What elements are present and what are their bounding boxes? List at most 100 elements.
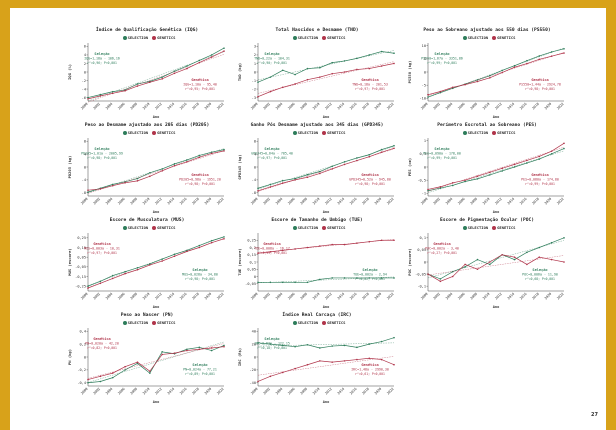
data-point [476, 80, 479, 83]
data-point [331, 243, 333, 246]
series-line [87, 346, 225, 380]
data-point [173, 72, 176, 75]
data-point [161, 78, 163, 80]
y-tick-label: -8 [252, 191, 256, 195]
x-tick-label: 2014 [507, 292, 516, 301]
data-point [550, 55, 553, 57]
data-point [513, 166, 516, 168]
y-tick-label: -0,05 [245, 282, 256, 286]
data-point [356, 358, 358, 361]
y-tick-label: -8 [82, 191, 86, 195]
data-point [210, 151, 213, 153]
annotation-stats: r²=0,82; P<0,001 [355, 277, 385, 281]
y-axis-label: TUE (escore) [237, 248, 242, 275]
x-tick-label: 2002 [92, 102, 101, 111]
y-tick-label: 2 [254, 53, 256, 57]
data-point [526, 162, 528, 164]
legend-label: GENETICS [497, 225, 516, 230]
data-point [281, 249, 284, 252]
data-point [111, 277, 114, 280]
legend-label: SELECTION [297, 130, 319, 135]
annotation-stats: r²=0,99; P<0,001 [427, 61, 457, 65]
y-tick-label: 0 [424, 165, 426, 169]
data-point [161, 170, 163, 172]
data-point [451, 86, 454, 89]
series-line [427, 52, 565, 96]
data-point [306, 176, 309, 179]
x-tick-label: 2012 [154, 197, 163, 206]
x-tick-label: 2006 [457, 102, 466, 111]
annotation-equation: PN=0,024a - 77,21 [183, 368, 217, 372]
data-point [149, 370, 151, 372]
axis-line [257, 233, 394, 292]
y-tick-label: 6 [84, 45, 86, 49]
data-point [331, 61, 333, 64]
x-tick-label: 2020 [544, 197, 553, 206]
data-point [356, 57, 358, 60]
data-point [427, 96, 429, 98]
x-tick-label: 2020 [204, 197, 213, 206]
legend-swatch [492, 131, 497, 135]
data-point [538, 55, 541, 57]
y-axis-label: POC (escore) [407, 248, 412, 275]
x-tick-label: 2012 [154, 292, 163, 301]
x-tick-label: 2008 [130, 292, 139, 301]
x-tick-label: 2006 [457, 292, 466, 301]
data-point [281, 69, 284, 72]
x-tick-label: 2004 [275, 197, 284, 206]
legend-swatch [122, 131, 127, 135]
x-axis-label: Ano [323, 400, 330, 404]
x-tick-label: 2000 [80, 197, 89, 206]
annotation-stats: r²=0,18; P<0,001 [257, 346, 287, 350]
x-tick-label: 2002 [92, 387, 101, 396]
data-point [173, 352, 176, 354]
data-point [136, 83, 139, 85]
annotation-equation: PD205=1,01a - 2005,99 [81, 152, 123, 156]
x-tick-label: 2022 [216, 387, 225, 396]
x-tick-label: 2014 [167, 102, 176, 111]
data-point [306, 173, 309, 176]
x-tick-label: 2012 [324, 387, 333, 396]
legend-label: GENETICS [327, 320, 346, 325]
chart-legend: SELECTION GENETICS [406, 35, 568, 40]
x-tick-label: 2012 [324, 197, 333, 206]
data-point [319, 360, 321, 362]
x-tick-label: 2006 [287, 102, 296, 111]
data-point [269, 183, 272, 186]
y-axis-label: IRC (R$) [237, 348, 242, 366]
chart-plot: -3 -2 -1 0 1 2 3 2000 2002 2004 2006 2008 2010 2012 20… [237, 43, 395, 119]
page-number: 27 [591, 412, 598, 418]
legend-swatch [322, 36, 327, 40]
data-point [257, 187, 259, 190]
legend-label: SELECTION [127, 130, 149, 135]
series-line [87, 50, 225, 100]
chart-plot: -0,05 0 0,05 0,1 0,15 0,2 0,25 2000 2002 2004 2006… [237, 233, 395, 309]
annotation-stats: r²=0,68; P<0,001 [525, 277, 555, 281]
y-tick-label: -0,2 [77, 368, 86, 372]
x-tick-label: 2014 [167, 292, 176, 301]
annotation-equation: PES=0,090a - 178,00 [423, 152, 461, 156]
chart-legend: SELECTION GENETICS [66, 320, 228, 325]
y-tick-label: -0,05 [75, 265, 86, 269]
x-axis-label: Ano [323, 115, 330, 119]
data-point [356, 242, 358, 244]
data-point [136, 267, 139, 269]
axis-line [257, 328, 394, 387]
data-point [380, 50, 383, 53]
x-tick-label: 2008 [470, 102, 479, 111]
series-line [257, 357, 395, 382]
data-point [210, 54, 213, 56]
x-tick-label: 2008 [130, 102, 139, 111]
y-tick-label: -0,4 [77, 381, 86, 385]
data-point [356, 346, 358, 349]
data-point [186, 159, 188, 161]
x-tick-label: 2018 [191, 102, 200, 111]
data-point [538, 246, 541, 249]
series-line [427, 254, 565, 282]
x-tick-label: 2010 [312, 387, 321, 396]
y-axis-label: PES (cm) [407, 158, 412, 176]
x-axis-label: Ano [323, 210, 330, 214]
data-point [439, 278, 442, 280]
data-point [87, 98, 89, 100]
